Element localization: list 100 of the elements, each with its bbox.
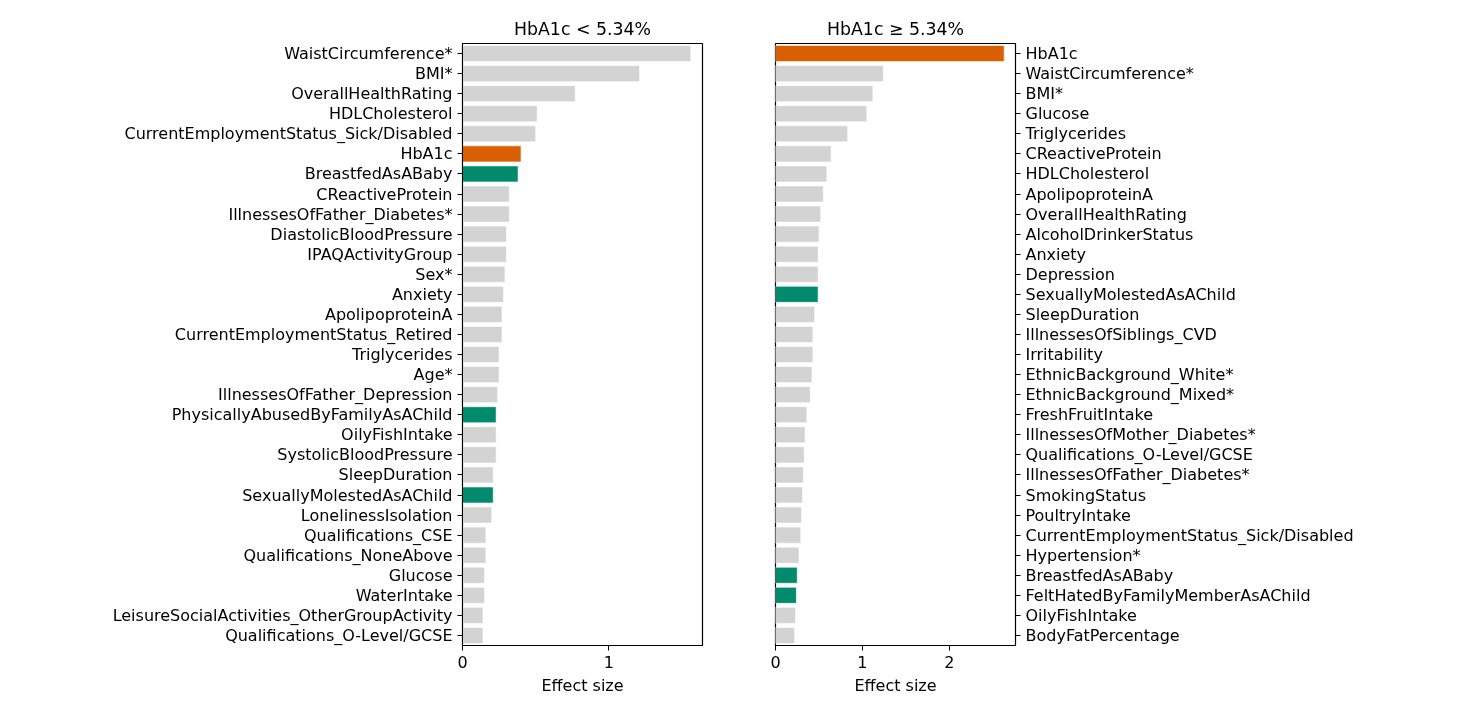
bar (775, 145, 832, 163)
y-tick-label: SystolicBloodPressure (277, 445, 453, 465)
y-tick-label: Qualifications_O-Level/GCSE (1025, 445, 1253, 466)
chart-title: HbA1c ≥ 5.34% (826, 18, 965, 39)
bar (462, 306, 503, 323)
y-tick-label: Glucose (388, 565, 453, 585)
y-tick-label: Qualifications_O-Level/GCSE (225, 625, 453, 646)
bar (462, 105, 538, 123)
y-tick-label: HDLCholesterol (328, 104, 453, 124)
y-tick-label: PoultryIntake (1025, 505, 1131, 525)
bar (462, 225, 507, 243)
y-tick-label: Depression (1025, 264, 1115, 284)
y-tick-label: ApolipoproteinA (324, 304, 453, 324)
bar (775, 45, 1005, 62)
bar (462, 125, 536, 143)
bar (775, 225, 820, 243)
y-tick-label: WaistCircumference* (284, 44, 453, 64)
y-tick-label: OilyFishIntake (1025, 605, 1137, 625)
y-tick-label: LonelinessIsolation (300, 505, 453, 525)
y-tick-label: ApolipoproteinA (1025, 184, 1154, 204)
bar (775, 486, 803, 504)
bar (462, 145, 522, 163)
y-tick-label: DiastolicBloodPressure (270, 224, 453, 244)
y-tick-label: OilyFishIntake (341, 425, 453, 445)
y-tick-label: BreastfedAsABaby (304, 164, 453, 184)
bar (462, 326, 503, 343)
y-tick-label: CurrentEmploymentStatus_Sick/Disabled (124, 124, 453, 145)
bar (462, 185, 510, 203)
y-tick-label: SmokingStatus (1025, 485, 1147, 505)
bar (462, 627, 484, 644)
bar (462, 245, 507, 263)
y-tick-label: OverallHealthRating (1025, 204, 1187, 224)
x-axis-title: Effect size (541, 675, 624, 695)
x-tick-label: 1 (603, 652, 614, 672)
bar (775, 506, 802, 524)
y-tick-label: IllnessesOfSiblings_CVD (1025, 324, 1217, 345)
bar (775, 446, 805, 464)
bar (775, 85, 874, 102)
bar (775, 165, 828, 183)
x-tick-label: 0 (457, 652, 468, 672)
bar (462, 165, 519, 183)
y-tick-label: Age* (413, 365, 453, 385)
bar (775, 627, 795, 644)
y-tick-label: IPAQActivityGroup (307, 244, 453, 264)
y-tick-label: SexuallyMolestedAsAChild (242, 485, 453, 505)
y-tick-label: IllnessesOfFather_Diabetes* (1025, 465, 1250, 486)
x-tick-label: 1 (857, 652, 868, 672)
y-tick-label: Triglycerides (1024, 124, 1127, 144)
bar (775, 326, 814, 343)
x-tick-label: 2 (944, 652, 955, 672)
y-tick-label: BMI* (415, 64, 453, 84)
bar (462, 446, 497, 464)
y-tick-label: IllnessesOfMother_Diabetes* (1025, 425, 1256, 446)
y-tick-label: Sex* (415, 264, 453, 284)
y-tick-label: IllnessesOfFather_Diabetes* (228, 204, 453, 225)
bar (775, 346, 814, 363)
bar (775, 185, 824, 203)
y-tick-label: HbA1c (400, 144, 453, 164)
y-tick-label: Qualifications_NoneAbove (243, 545, 453, 566)
bar (775, 306, 815, 323)
y-tick-label: BreastfedAsABaby (1025, 565, 1174, 585)
bar (462, 526, 487, 544)
bar (775, 386, 811, 403)
y-tick-label: SleepDuration (338, 465, 453, 485)
y-tick-label: BMI* (1025, 84, 1063, 104)
bar (775, 125, 848, 143)
x-axis-title: Effect size (854, 675, 937, 695)
y-tick-label: SleepDuration (1025, 304, 1140, 324)
bar (775, 265, 819, 283)
y-tick-label: HDLCholesterol (1025, 164, 1150, 184)
y-tick-label: HbA1c (1025, 44, 1078, 64)
bar (462, 587, 485, 604)
bar (775, 466, 804, 484)
bar (775, 607, 796, 624)
y-tick-label: FreshFruitIntake (1025, 405, 1154, 425)
bar (462, 426, 497, 444)
bar (462, 65, 640, 82)
y-tick-label: CReactiveProtein (316, 184, 453, 204)
y-tick-label: CurrentEmploymentStatus_Retired (174, 324, 453, 345)
bar (775, 566, 798, 584)
y-tick-label: Hypertension* (1025, 545, 1141, 565)
bar (462, 386, 498, 403)
bar (775, 587, 797, 604)
bar (462, 406, 497, 424)
bar (462, 466, 494, 484)
bar (775, 245, 819, 263)
bar (462, 366, 500, 383)
y-tick-label: Irritability (1025, 345, 1103, 365)
y-tick-label: FeltHatedByFamilyMemberAsAChild (1025, 585, 1311, 605)
bar (462, 346, 500, 363)
y-tick-label: Anxiety (391, 284, 453, 304)
bar (462, 45, 692, 62)
bar (462, 506, 493, 524)
y-tick-label: LeisureSocialActivities_OtherGroupActivity (112, 605, 453, 626)
chart-title: HbA1c < 5.34% (513, 18, 652, 39)
y-tick-label: BodyFatPercentage (1025, 625, 1180, 645)
y-tick-label: AlcoholDrinkerStatus (1025, 224, 1194, 244)
y-tick-label: WaistCircumference* (1025, 64, 1194, 84)
bar (462, 486, 494, 504)
bar (775, 205, 822, 223)
